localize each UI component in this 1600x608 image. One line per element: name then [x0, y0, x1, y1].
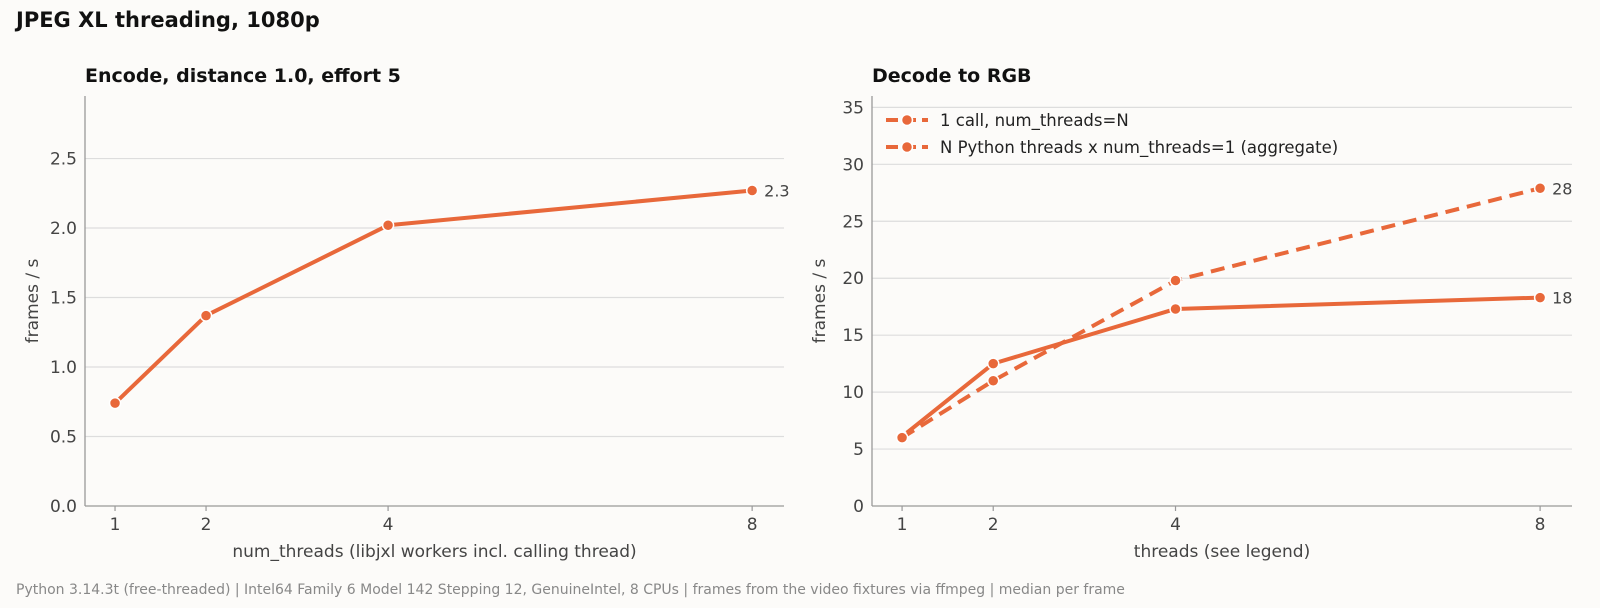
chart1-ytick-label: 15: [842, 326, 864, 346]
chart1-ytick-label: 35: [842, 98, 864, 118]
chart1-series-0-line: [900, 295, 1541, 439]
chart1-legend-marker-0: [900, 113, 914, 127]
chart1-legend-label-0: 1 call, num_threads=N: [940, 111, 1129, 131]
chart1-ytick-label: 20: [842, 269, 864, 289]
chart1-series-0-point: [1169, 302, 1182, 316]
footer-note: Python 3.14.3t (free-threaded) | Intel64…: [16, 582, 1125, 598]
chart1-series-1-point: [895, 431, 909, 444]
chart1-xtick-label: 4: [1170, 515, 1181, 535]
chart1-xlabel: threads (see legend): [1134, 542, 1310, 562]
chart1-xtick-label: 2: [988, 515, 999, 535]
chart1-series-1-point: [1533, 182, 1547, 195]
chart0-xtick-label: 8: [747, 515, 758, 535]
chart0-series-0-point: [745, 184, 759, 197]
chart0-xtick-label: 4: [383, 515, 394, 535]
chart1-series-1-end-label: 28: [1552, 179, 1572, 198]
chart0-ytick-label: 1.5: [50, 289, 77, 309]
chart1-series-0-end-label: 18: [1552, 289, 1572, 308]
chart1-xtick-label: 8: [1535, 515, 1546, 535]
chart1-title: Decode to RGB: [872, 65, 1032, 87]
chart0-title: Encode, distance 1.0, effort 5: [85, 65, 401, 87]
chart1-ylabel: frames / s: [810, 259, 830, 344]
chart1-xtick-label: 1: [897, 515, 908, 535]
chart0-xlabel: num_threads (libjxl workers incl. callin…: [232, 542, 636, 562]
chart0-series-0-line: [113, 188, 753, 405]
chart1-series-1-line: [901, 186, 1541, 440]
chart0-ylabel: frames / s: [23, 259, 43, 344]
chart0-xtick-label: 2: [201, 515, 212, 535]
chart1-ytick-label: 5: [853, 440, 864, 460]
chart0-series-0-point: [199, 309, 213, 322]
chart0-series-0-point: [108, 396, 122, 410]
chart1-ytick-label: 10: [842, 383, 864, 403]
chart1-ytick-label: 30: [842, 155, 864, 175]
chart1-legend-marker-1: [900, 140, 914, 154]
chart1-ytick-label: 0: [853, 497, 864, 517]
chart1-legend-label-1: N Python threads x num_threads=1 (aggreg…: [940, 138, 1338, 158]
chart0-series-0-point: [381, 219, 395, 232]
chart0-ytick-label: 0.5: [50, 428, 77, 448]
chart0-xtick-label: 1: [110, 515, 121, 535]
chart0-series-0-end-label: 2.3: [764, 182, 789, 201]
chart0-ytick-label: 1.0: [50, 358, 77, 378]
figure-title: JPEG XL threading, 1080p: [16, 8, 320, 32]
chart1-series-0-point: [986, 357, 1000, 370]
chart1-series-0-point: [1533, 291, 1547, 304]
chart0-ytick-label: 2.0: [50, 219, 77, 239]
chart0-ytick-label: 0.0: [50, 497, 77, 517]
chart1-series-1-point: [986, 374, 1000, 387]
chart1-ytick-label: 25: [842, 212, 864, 232]
chart1-series-1-point: [1169, 274, 1182, 287]
chart0-ytick-label: 2.5: [50, 150, 77, 170]
